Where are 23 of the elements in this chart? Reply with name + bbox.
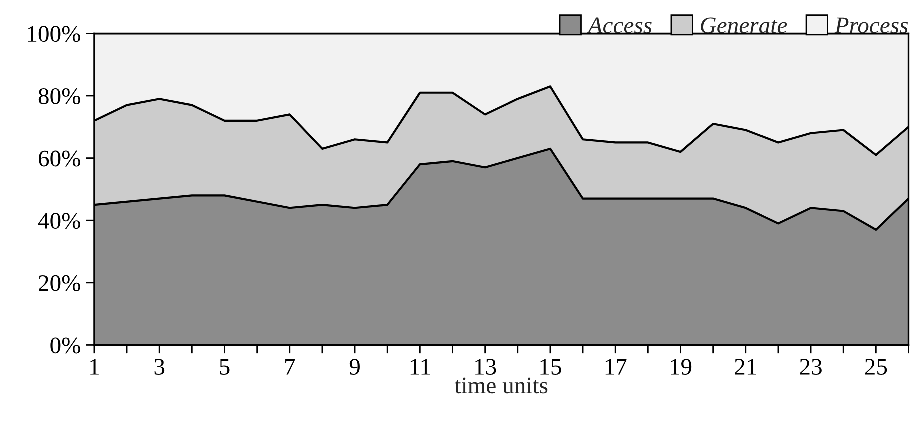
x-tick-label: 9 — [350, 359, 360, 376]
x-tick-label: 5 — [220, 359, 230, 376]
x-tick-label: 13 — [476, 359, 496, 376]
y-tick-label: 40% — [38, 213, 80, 230]
x-tick-label: 21 — [735, 359, 756, 375]
x-tick-label: 15 — [540, 359, 562, 376]
y-tick-label: 60% — [38, 150, 80, 167]
x-tick-label: 25 — [865, 359, 888, 376]
x-tick-label: 17 — [606, 359, 627, 375]
x-axis-title: time units — [454, 378, 548, 394]
x-tick-label: 1 — [90, 359, 99, 375]
x-tick-label: 11 — [410, 359, 430, 375]
x-tick-label: 3 — [154, 359, 165, 376]
y-tick-label: 0% — [50, 338, 80, 354]
y-tick-label: 20% — [39, 275, 80, 292]
x-tick-label: 19 — [671, 359, 692, 376]
y-tick-label: 80% — [38, 88, 80, 104]
legend-label: Generate — [701, 18, 788, 34]
series-label: Process — [834, 18, 908, 34]
x-tick-label: 23 — [800, 359, 822, 376]
legend-label: Access — [587, 18, 652, 34]
x-tick-label: 7 — [286, 359, 296, 375]
y-tick-label: 100% — [28, 26, 80, 42]
